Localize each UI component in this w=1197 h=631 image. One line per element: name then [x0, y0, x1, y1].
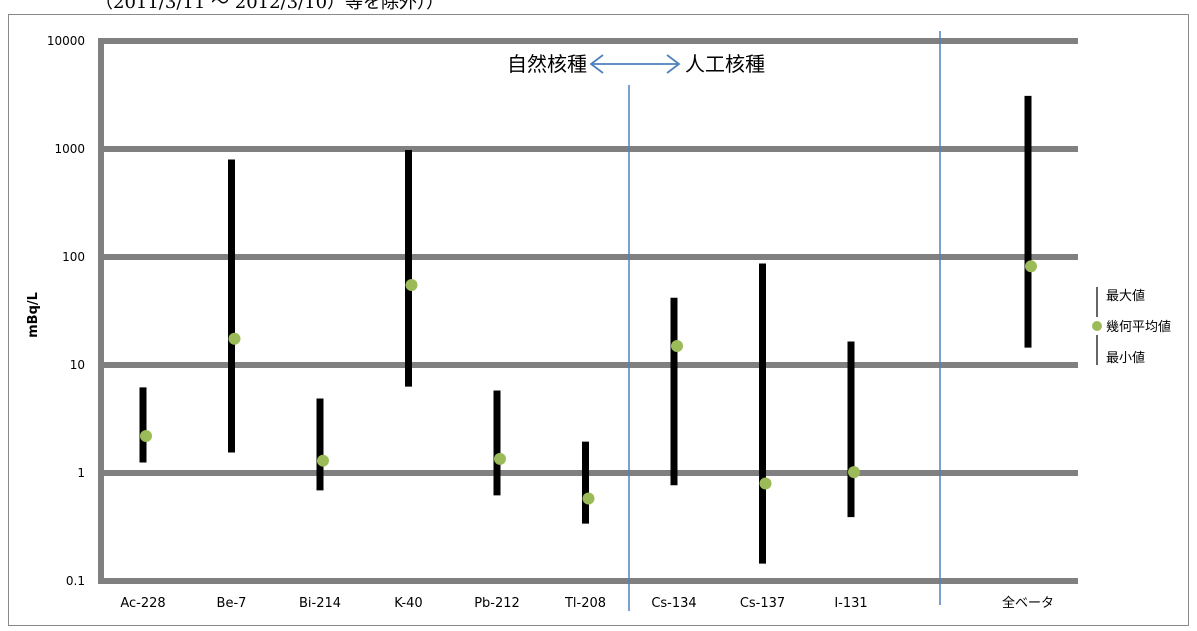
range-bars: [139, 95, 1032, 564]
y-tick-label: 10: [70, 358, 85, 372]
mean-point-Bi-214: [317, 454, 329, 467]
mean-point-Cs-137: [759, 477, 772, 490]
mean-point-Be-7: [228, 332, 241, 345]
annotation-arrow-left: [589, 54, 604, 74]
gridlines: [98, 38, 1078, 584]
x-tick-label: Cs-137: [740, 596, 785, 611]
x-tick-label: I-131: [834, 596, 867, 611]
y-tick-label: 1: [77, 466, 85, 480]
x-tick-label: Cs-134: [651, 596, 696, 611]
mean-point-全ベータ: [1025, 260, 1037, 273]
y-axis-tick-labels: 0.1 1 10 100 1000 10000: [47, 34, 85, 588]
legend-label-max: 最大値: [1106, 288, 1145, 304]
x-tick-label: K-40: [394, 596, 422, 611]
mean-point-Tl-208: [582, 492, 595, 505]
annotation-artificial: 人工核種: [685, 52, 765, 76]
mean-point-I-131: [848, 466, 860, 479]
x-tick-label: Be-7: [217, 596, 247, 611]
category-dividers: [628, 31, 941, 611]
legend-label-min: 最小値: [1106, 350, 1145, 366]
x-axis-tick-labels: Ac-228 Be-7 Bi-214 K-40 Pb-212 Tl-208 Cs-134 Cs…: [120, 595, 1054, 611]
mean-point-Cs-134: [671, 339, 683, 352]
y-tick-label: 10000: [47, 34, 85, 48]
x-tick-label: Tl-208: [564, 596, 606, 611]
clipped-caption: （2011/3/11 ～ 2012/3/10）等を除外））: [95, 0, 445, 13]
y-tick-label: 0.1: [66, 574, 85, 588]
y-axis-label: mBq/L: [26, 292, 41, 338]
chart-area: 0.1 1 10 100 1000 10000 Ac-228 Be-7 Bi-214 K-40 P…: [8, 14, 1189, 626]
legend-label-mean: 幾何平均値: [1106, 319, 1171, 335]
x-tick-label: Ac-228: [120, 596, 165, 611]
legend-mean-marker: [1092, 321, 1102, 331]
x-tick-label: Pb-212: [474, 596, 520, 611]
x-tick-label: Bi-214: [299, 596, 341, 611]
mean-point-K-40: [405, 279, 418, 292]
mean-markers: [140, 260, 1037, 505]
mean-point-Ac-228: [140, 430, 152, 443]
annotation-natural: 自然核種: [507, 52, 587, 76]
mean-point-Pb-212: [494, 452, 506, 465]
y-tick-label: 1000: [54, 142, 85, 156]
range-chart: 0.1 1 10 100 1000 10000 Ac-228 Be-7 Bi-214 K-40 P…: [26, 31, 1171, 611]
y-tick-label: 100: [62, 250, 85, 264]
annotation-arrow-right: [666, 54, 681, 74]
nuclide-annotation: 自然核種 人工核種: [507, 52, 765, 76]
x-tick-label: 全ベータ: [1002, 595, 1054, 611]
